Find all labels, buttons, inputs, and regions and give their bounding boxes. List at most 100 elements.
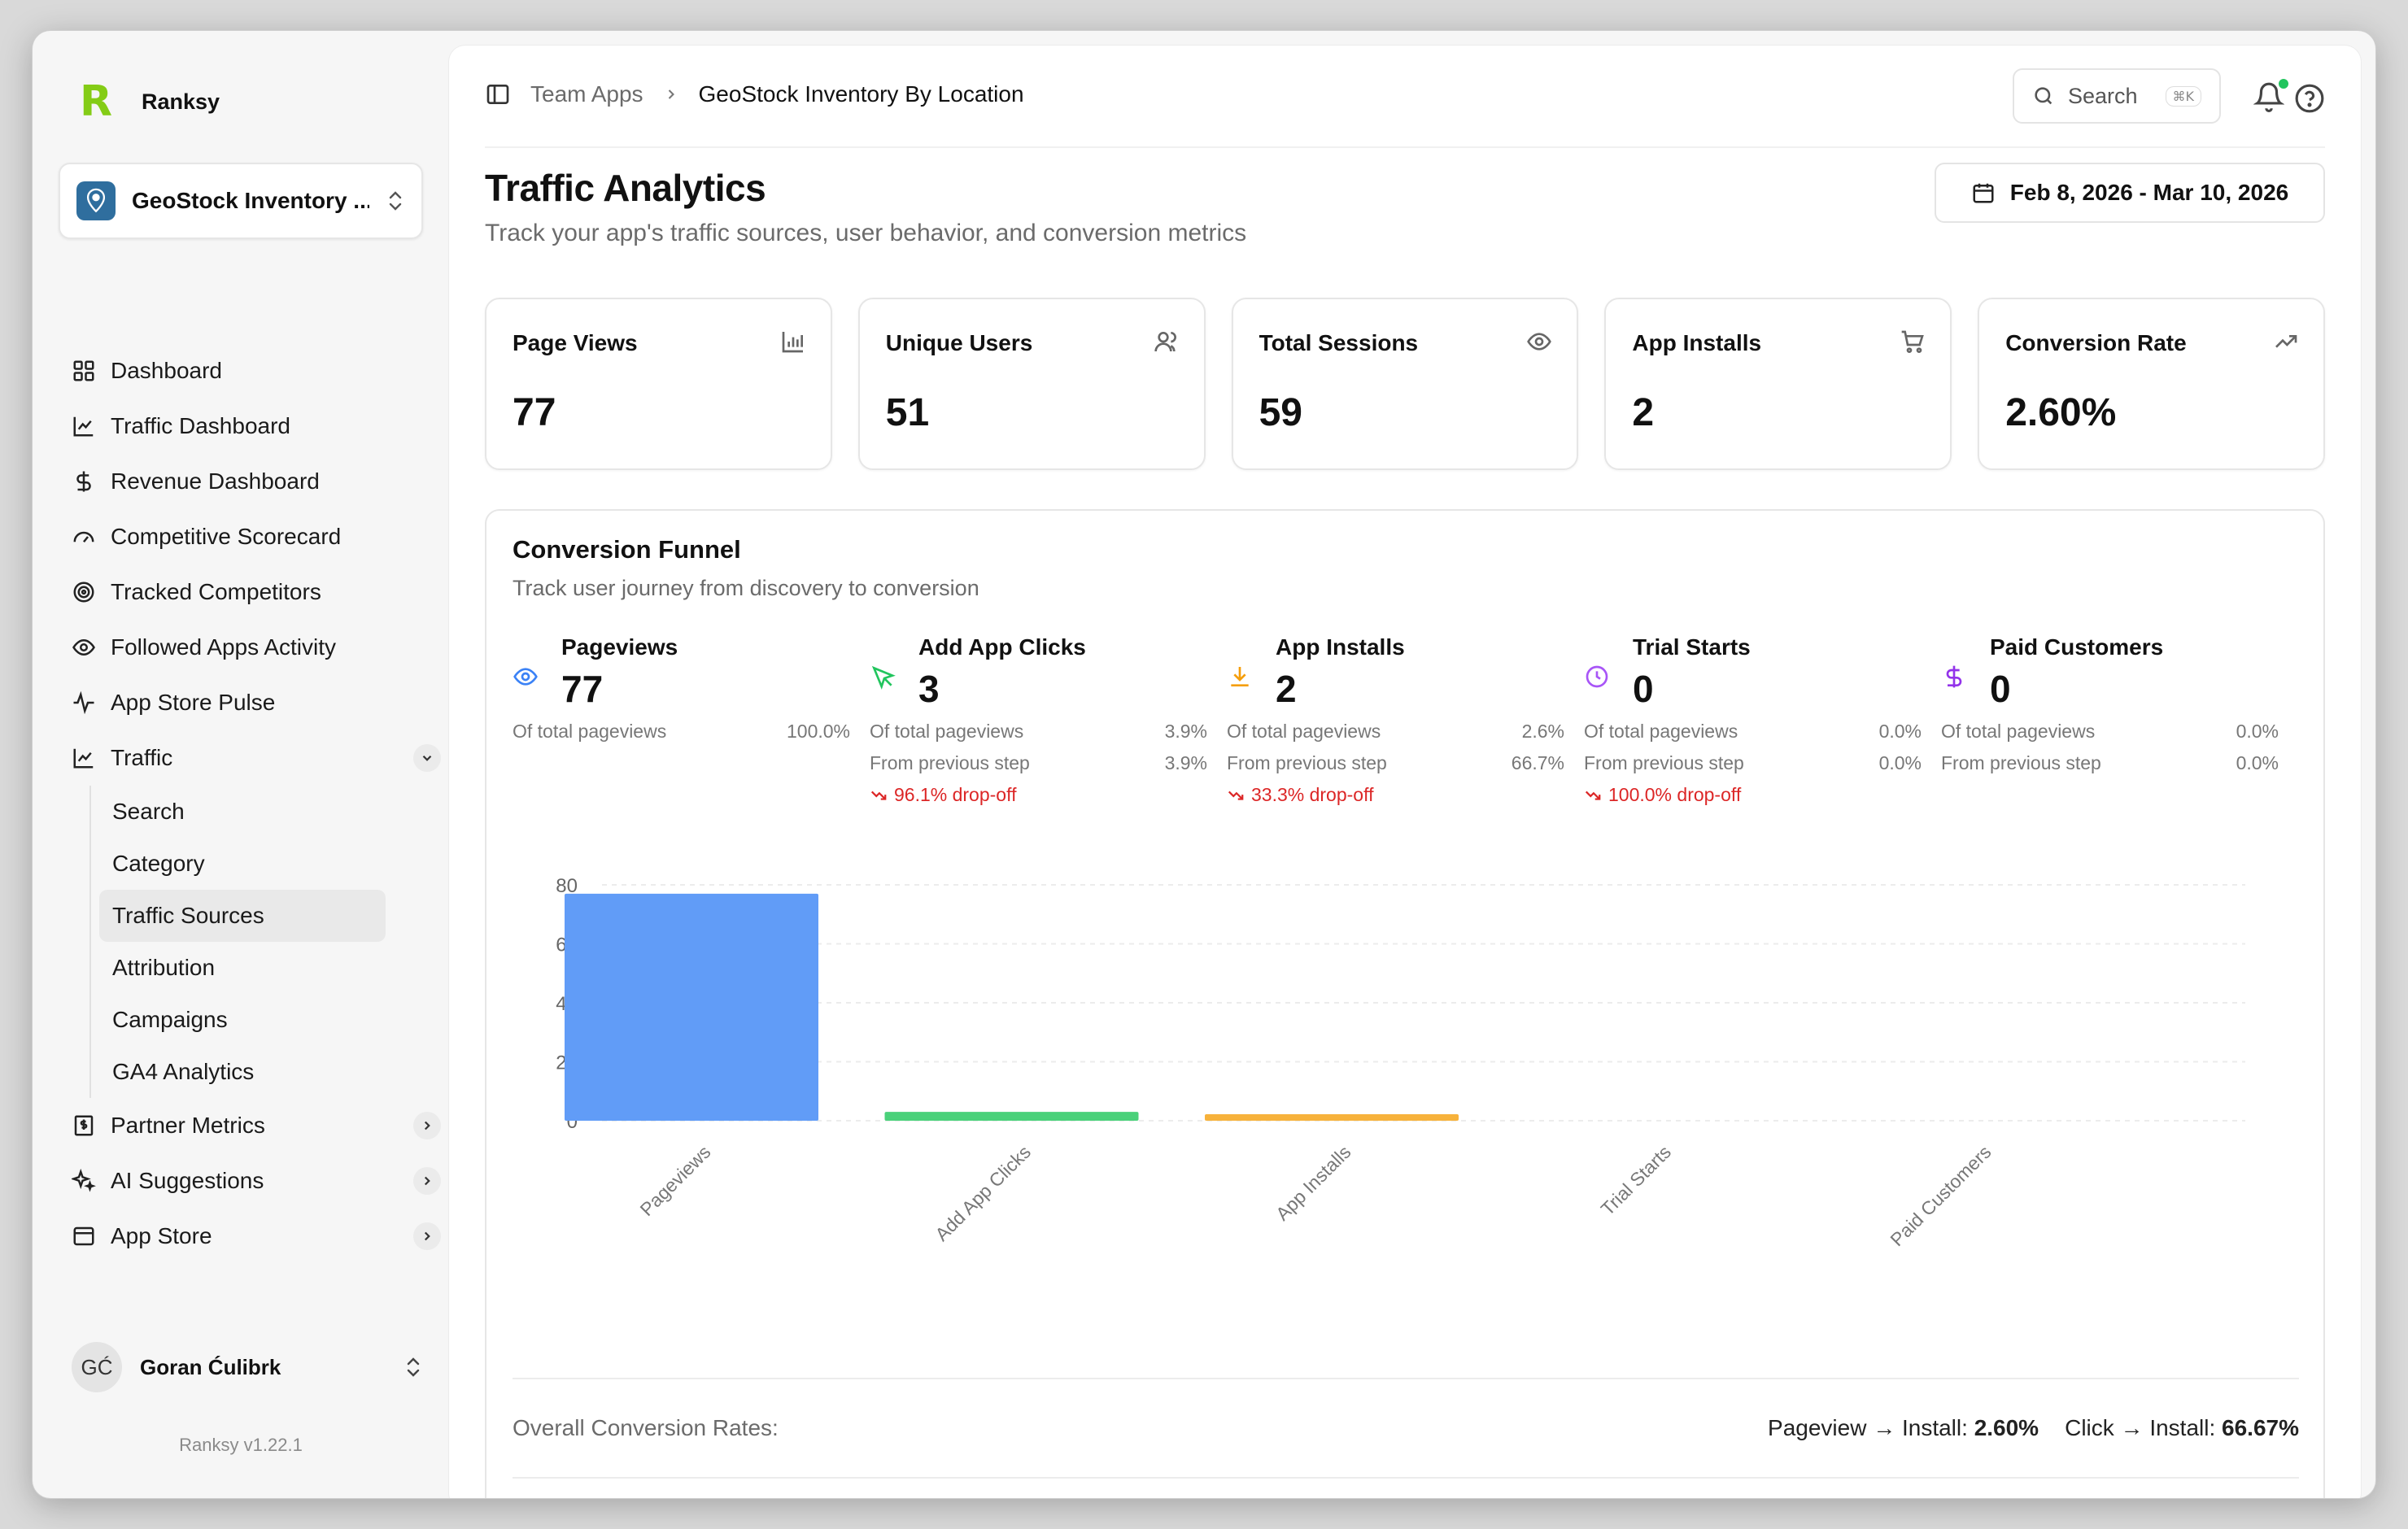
x-tick-label: Trial Starts bbox=[1597, 1141, 1675, 1219]
sidebar-item-competitive-scorecard[interactable]: Competitive Scorecard bbox=[72, 509, 446, 564]
stats-row: Page Views 77 Unique Users 51 Total Sess… bbox=[485, 298, 2325, 470]
stat-value: 59 bbox=[1259, 391, 1302, 434]
dropoff: 100.0% drop-off bbox=[1584, 784, 1922, 806]
bell-icon[interactable] bbox=[2253, 81, 2284, 112]
chevron-down-icon[interactable] bbox=[413, 744, 441, 772]
breadcrumb-current: GeoStock Inventory By Location bbox=[698, 81, 1024, 107]
download-icon bbox=[1231, 667, 1249, 686]
sidebar-item-label: Partner Metrics bbox=[111, 1113, 265, 1138]
trending-down-icon bbox=[1228, 791, 1244, 800]
step-name: Paid Customers bbox=[1990, 634, 2164, 660]
step-name: Add App Clicks bbox=[918, 634, 1086, 660]
of-total-value: 0.0% bbox=[2236, 721, 2279, 742]
of-total-value: 2.6% bbox=[1521, 721, 1564, 742]
subnav-item-search[interactable]: Search bbox=[112, 799, 185, 824]
step-value: 0 bbox=[1990, 668, 2011, 710]
sidebar-item-label: Tracked Competitors bbox=[111, 579, 321, 604]
stat-value: 2.60% bbox=[2005, 391, 2117, 434]
brand[interactable]: R Ranksy bbox=[80, 81, 220, 123]
breadcrumb-parent[interactable]: Team Apps bbox=[530, 81, 643, 107]
from-prev-value: 0.0% bbox=[2236, 752, 2279, 773]
rate-value: 2.60% bbox=[1974, 1415, 2039, 1440]
overall-conversion-rates: Overall Conversion Rates: Pageview → Ins… bbox=[513, 1378, 2299, 1479]
breadcrumb: Team Apps GeoStock Inventory By Location bbox=[485, 81, 1024, 107]
help-icon[interactable] bbox=[2294, 83, 2325, 114]
sidebar-item-followed-apps[interactable]: Followed Apps Activity bbox=[72, 620, 446, 675]
subnav-item-attribution[interactable]: Attribution bbox=[112, 955, 216, 980]
rate-value: 66.67% bbox=[2222, 1415, 2299, 1440]
sidebar-item-traffic-dashboard[interactable]: Traffic Dashboard bbox=[72, 399, 446, 454]
stat-label: App Installs bbox=[1632, 330, 1762, 355]
sidebar-item-app-store[interactable]: App Store bbox=[72, 1209, 446, 1264]
app-icon bbox=[76, 181, 116, 220]
subnav-item-campaigns[interactable]: Campaigns bbox=[112, 1007, 228, 1032]
stat-label: Unique Users bbox=[885, 330, 1033, 355]
step-value: 0 bbox=[1633, 668, 1654, 710]
step-name: App Installs bbox=[1276, 634, 1405, 660]
eye-icon bbox=[513, 668, 538, 686]
from-prev-value: 66.7% bbox=[1511, 752, 1564, 773]
chart-bar bbox=[884, 1112, 1139, 1121]
sidebar-item-revenue-dashboard[interactable]: Revenue Dashboard bbox=[72, 454, 446, 509]
of-total-value: 3.9% bbox=[1164, 721, 1207, 742]
chart-bar bbox=[565, 893, 818, 1121]
chart-icon bbox=[73, 748, 94, 769]
dropoff-text: 33.3% drop-off bbox=[1251, 784, 1374, 805]
user-name: Goran Ćulibrk bbox=[140, 1354, 281, 1379]
eye-icon bbox=[72, 638, 95, 656]
app-switcher[interactable]: GeoStock Inventory ... bbox=[59, 163, 423, 239]
from-prev-label: From previous step bbox=[870, 752, 1030, 773]
dropoff-text: 96.1% drop-off bbox=[894, 784, 1017, 805]
receipt-icon bbox=[74, 1115, 94, 1136]
from-prev-value: 0.0% bbox=[1878, 752, 1922, 773]
search-button[interactable]: Search ⌘K bbox=[2013, 68, 2221, 124]
sparkles-icon bbox=[72, 1169, 96, 1192]
x-tick-label: Paid Customers bbox=[1886, 1141, 1995, 1250]
user-menu[interactable]: GĆ Goran Ćulibrk bbox=[72, 1342, 423, 1392]
trending-up-icon bbox=[2275, 335, 2297, 348]
subnav-item-category[interactable]: Category bbox=[112, 851, 205, 876]
eye-icon bbox=[1527, 333, 1552, 351]
sidebar-item-label: Traffic Dashboard bbox=[111, 413, 290, 438]
gauge-icon bbox=[73, 531, 94, 543]
topbar: Team Apps GeoStock Inventory By Location… bbox=[485, 46, 2325, 148]
chevron-right-icon[interactable] bbox=[413, 1112, 441, 1139]
chart-bar bbox=[1205, 1114, 1459, 1121]
stat-label: Page Views bbox=[513, 330, 638, 355]
chevrons-updown-icon bbox=[389, 191, 402, 211]
clock-icon bbox=[1586, 665, 1608, 688]
grid-icon bbox=[73, 360, 94, 381]
chevrons-updown-icon bbox=[407, 1357, 420, 1377]
rate-label: Click → Install: bbox=[2065, 1415, 2216, 1440]
sidebar-item-dashboard[interactable]: Dashboard bbox=[72, 343, 446, 399]
sidebar-item-ai-suggestions[interactable]: AI Suggestions bbox=[72, 1153, 446, 1209]
app-switcher-name: GeoStock Inventory ... bbox=[132, 188, 369, 213]
x-tick-label: App Installs bbox=[1272, 1141, 1354, 1224]
step-value: 77 bbox=[561, 668, 604, 710]
sidebar-toggle-icon[interactable] bbox=[485, 81, 511, 107]
stat-value: 2 bbox=[1632, 391, 1655, 434]
chevron-right-icon[interactable] bbox=[413, 1167, 441, 1195]
sidebar-item-label: Traffic bbox=[111, 745, 173, 770]
x-tick-label: Pageviews bbox=[635, 1141, 714, 1220]
funnel-steps: Pageviews 77 Of total pageviews 100.0% Ad… bbox=[513, 634, 2299, 806]
date-range-picker[interactable]: Feb 8, 2026 - Mar 10, 2026 bbox=[1935, 163, 2325, 223]
overall-label: Overall Conversion Rates: bbox=[513, 1415, 779, 1440]
step-value: 2 bbox=[1276, 668, 1297, 710]
chevron-right-icon[interactable] bbox=[413, 1222, 441, 1250]
page-title: Traffic Analytics bbox=[485, 167, 766, 209]
sidebar-item-app-store-pulse[interactable]: App Store Pulse bbox=[72, 675, 446, 730]
of-total-value: 100.0% bbox=[786, 721, 850, 742]
search-icon bbox=[2035, 87, 2052, 105]
x-tick-label: Add App Clicks bbox=[931, 1141, 1035, 1245]
subnav-item-ga4-analytics[interactable]: GA4 Analytics bbox=[112, 1059, 255, 1084]
from-prev-value: 3.9% bbox=[1164, 752, 1207, 773]
subnav-item-traffic-sources[interactable]: Traffic Sources bbox=[99, 890, 386, 942]
sidebar-item-partner-metrics[interactable]: Partner Metrics bbox=[72, 1098, 446, 1153]
chart-line-icon bbox=[73, 416, 94, 437]
rate-label: Pageview → Install: bbox=[1768, 1415, 1968, 1440]
sidebar-item-tracked-competitors[interactable]: Tracked Competitors bbox=[72, 564, 446, 620]
sidebar-item-traffic[interactable]: Traffic bbox=[72, 730, 446, 786]
of-total-value: 0.0% bbox=[1878, 721, 1922, 742]
of-total-label: Of total pageviews bbox=[1584, 721, 1738, 742]
